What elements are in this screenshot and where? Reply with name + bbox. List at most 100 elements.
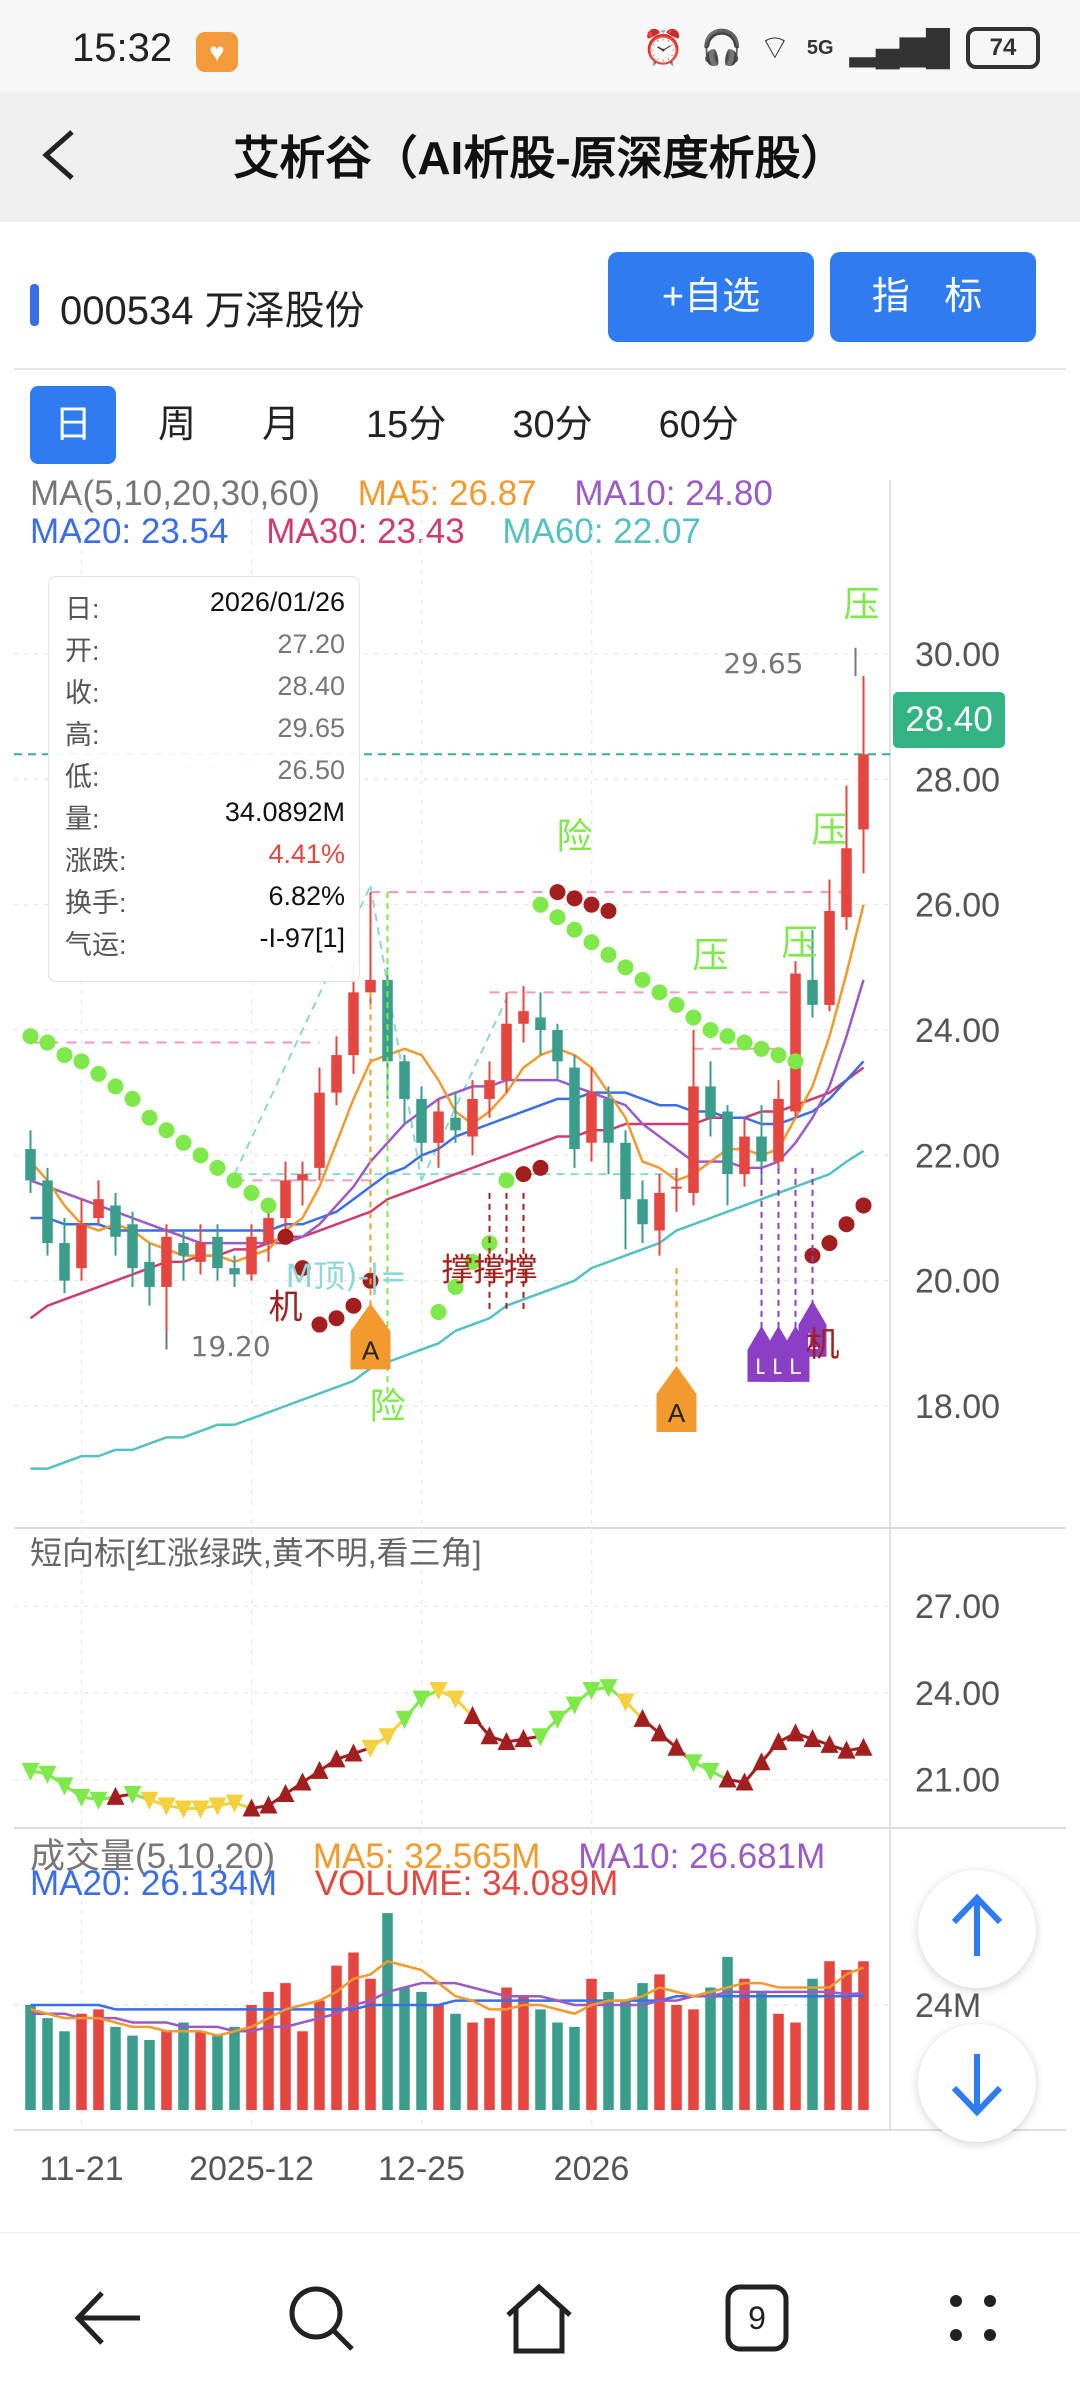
tab-60min[interactable]: 60分 (658, 404, 739, 446)
vol-ma10-legend: MA10: 26.681M (578, 1837, 826, 1876)
resistance-dot (804, 1247, 821, 1264)
info-row-volume: 量: 34.0892M (65, 797, 345, 834)
y-tick-label: 26.00 (915, 887, 1000, 925)
candle-body (620, 1142, 631, 1200)
add-watchlist-button[interactable]: +自选 (608, 252, 814, 342)
a-signal-label: A (362, 1335, 380, 1365)
x-tick-label: 2026 (554, 2150, 630, 2188)
volume-value-legend: VOLUME: 34.089M (314, 1864, 619, 1903)
high-price-label: 29.65 (723, 647, 803, 680)
up-triangle (718, 1769, 737, 1788)
down-triangle (565, 1696, 584, 1715)
back-button[interactable] (32, 120, 102, 190)
neutral-triangle (378, 1728, 397, 1747)
ma5-legend: MA5: 26.87 (357, 474, 537, 513)
current-price-tag: 28.40 (893, 692, 1005, 748)
volume-bar (518, 1996, 529, 2110)
up-triangle (837, 1740, 856, 1759)
support-dot (141, 1109, 158, 1126)
signal-icon: ▂▄▆█ (849, 29, 950, 67)
scroll-up-button[interactable] (918, 1870, 1036, 1988)
support-dot (447, 1278, 464, 1295)
volume-bar (756, 1991, 767, 2110)
volume-bar (773, 2013, 784, 2110)
resistance-dot (311, 1316, 328, 1333)
up-triangle (480, 1726, 499, 1745)
info-row-low: 低: 26.50 (65, 755, 345, 792)
candle-body (858, 754, 869, 830)
m-top-line (369, 885, 423, 1181)
tab-week[interactable]: 周 (158, 404, 197, 446)
down-triangle (531, 1728, 550, 1747)
xian-label: 险 (369, 1387, 405, 1428)
support-dot (73, 1053, 90, 1070)
candle-body (297, 1174, 308, 1181)
volume-bar (450, 2013, 461, 2110)
ma60-legend: MA60: 22.07 (502, 512, 701, 551)
alarm-icon: ⏰ (642, 29, 685, 67)
a-signal-label: A (668, 1398, 686, 1428)
tab-15min[interactable]: 15分 (366, 404, 447, 446)
candle-body (535, 1017, 546, 1030)
candle-body (637, 1199, 648, 1225)
support-dot (175, 1134, 192, 1151)
candle-body (348, 992, 359, 1056)
candle-body (603, 1098, 614, 1143)
low-price-label: 19.20 (191, 1330, 271, 1363)
nav-search-button[interactable] (276, 2273, 366, 2363)
volume-bar (229, 2026, 240, 2110)
up-triangle (242, 1798, 261, 1817)
info-row-close: 收: 28.40 (65, 671, 345, 708)
volume-bar (399, 1987, 410, 2110)
volume-bar (297, 2031, 308, 2110)
neutral-triangle (191, 1800, 210, 1819)
svg-text:9: 9 (748, 2300, 766, 2336)
volume-bar (790, 2022, 801, 2110)
tab-month[interactable]: 月 (262, 404, 301, 446)
info-row-date: 日: 2026/01/26 (65, 587, 345, 624)
nav-home-button[interactable] (494, 2273, 584, 2363)
neutral-triangle (361, 1739, 380, 1758)
ma-legend-row1: MA(5,10,20,30,60) MA5: 26.87 MA10: 24.80 (30, 474, 801, 514)
info-row-fortune: 气运: -I-97[1] (65, 923, 345, 960)
scroll-down-button[interactable] (918, 2024, 1036, 2142)
y-tick-label: 20.00 (915, 1263, 1000, 1301)
up-triangle (276, 1784, 295, 1802)
ma10-line (30, 979, 865, 1245)
status-icons: ⏰ 🎧 ⌔ 5G ▂▄▆█ 74 (642, 26, 1040, 70)
candle-body (161, 1236, 172, 1287)
divider (14, 368, 1066, 370)
candle-body (76, 1224, 87, 1269)
candle-body (25, 1149, 36, 1181)
down-triangle (582, 1682, 601, 1700)
down-triangle (55, 1777, 74, 1796)
resistance-dot (294, 1260, 311, 1277)
up-triangle (650, 1723, 669, 1742)
volume-legend-label: 成交量(5,10,20) (30, 1837, 276, 1876)
kline-chart[interactable]: 18.00 20.00 22.00 24.00 26.00 28.00 30.00 11-21… (0, 470, 1080, 2230)
l-signal-label: L (806, 1329, 818, 1354)
up-triangle (310, 1760, 329, 1779)
neutral-triangle (140, 1791, 159, 1810)
search-icon (289, 2286, 354, 2351)
candle-body (42, 1180, 53, 1244)
candle-body (569, 1067, 580, 1150)
nav-back-button[interactable] (62, 2273, 152, 2363)
nav-tabs-button[interactable]: 9 (712, 2273, 802, 2363)
down-triangle (599, 1679, 618, 1698)
candle-body (59, 1243, 70, 1281)
nav-menu-button[interactable] (928, 2273, 1018, 2363)
vol-y-tick-label: 24M (915, 1987, 981, 2025)
indicator-button[interactable]: 指 标 (830, 252, 1036, 342)
up-triangle (327, 1749, 346, 1768)
candle-body (841, 848, 852, 918)
volume-bar (535, 2009, 546, 2110)
support-dot (770, 1047, 787, 1064)
volume-bar (348, 1952, 359, 2110)
tab-day[interactable]: 日 (30, 386, 117, 464)
support-dot (498, 1172, 515, 1189)
tab-30min[interactable]: 30分 (512, 404, 593, 446)
ya-label: 压 (811, 810, 847, 851)
volume-bar (688, 2009, 699, 2110)
cheng-label: 撑撑撑 (441, 1251, 537, 1289)
